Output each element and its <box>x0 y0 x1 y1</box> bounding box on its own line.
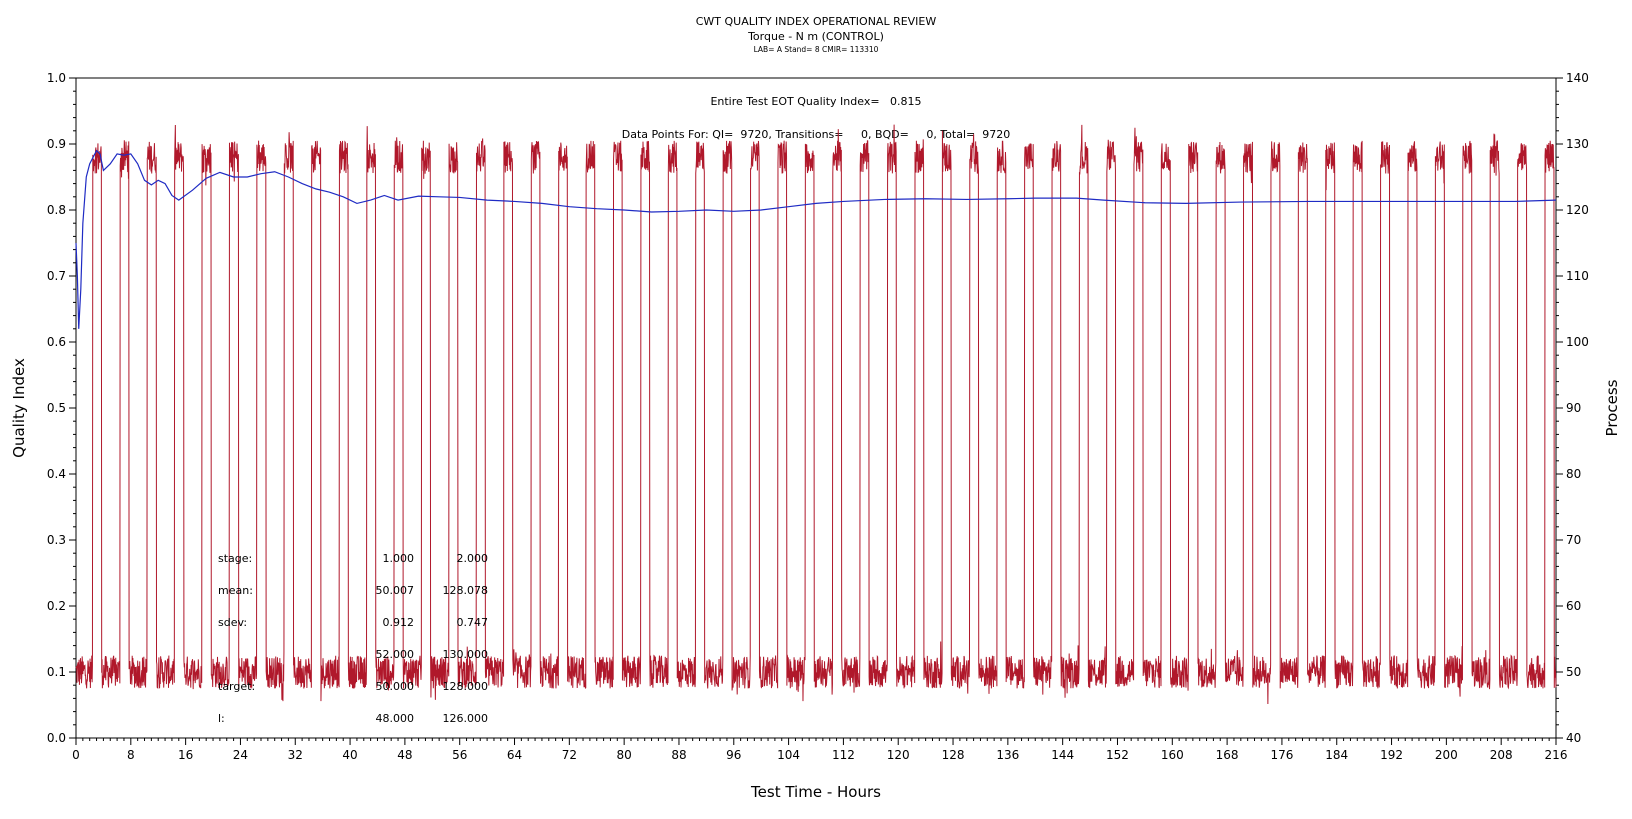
y-right-tick-label: 110 <box>1566 269 1589 283</box>
stats-row-stage2-value: 126.000 <box>443 712 489 725</box>
x-tick-label: 56 <box>452 748 467 762</box>
x-tick-label: 176 <box>1270 748 1293 762</box>
stats-row-stage2-value: 128.000 <box>443 680 489 693</box>
stats-row-stage1-value: 48.000 <box>376 712 415 725</box>
x-tick-label: 136 <box>996 748 1019 762</box>
x-tick-label: 128 <box>942 748 965 762</box>
stats-row-label: target: <box>218 680 255 693</box>
stats-row-stage1-value: 52.000 <box>376 648 415 661</box>
y-left-tick-label: 0.9 <box>47 137 66 151</box>
stats-row-stage2-value: 128.078 <box>443 584 489 597</box>
y-axis-left: 0.0 0.1 0.2 0.3 0.4 0.5 0.6 0.7 0.8 0.9 1.0 <box>47 71 76 745</box>
y-right-tick-label: 40 <box>1566 731 1581 745</box>
chart-title: CWT QUALITY INDEX OPERATIONAL REVIEW <box>696 15 937 28</box>
x-tick-label: 0 <box>72 748 80 762</box>
x-tick-label: 160 <box>1161 748 1184 762</box>
y-right-tick-label: 80 <box>1566 467 1581 481</box>
x-tick-label: 48 <box>397 748 412 762</box>
x-tick-label: 72 <box>562 748 577 762</box>
x-tick-label: 40 <box>342 748 357 762</box>
chart-subtitle: Torque - N m (CONTROL) <box>747 30 884 43</box>
y-left-tick-label: 0.5 <box>47 401 66 415</box>
data-points-annotation: Data Points For: QI= 9720, Transitions= … <box>622 128 1010 141</box>
chart-subtitle-lab: LAB= A Stand= 8 CMIR= 113310 <box>754 45 879 54</box>
x-tick-label: 120 <box>887 748 910 762</box>
x-tick-label: 168 <box>1216 748 1239 762</box>
y-axis-left-title: Quality Index <box>10 358 28 458</box>
process-series-line <box>75 124 1557 705</box>
y-left-tick-label: 0.2 <box>47 599 66 613</box>
y-left-tick-label: 0.1 <box>47 665 66 679</box>
stats-row-label: sdev: <box>218 616 247 629</box>
x-tick-label: 24 <box>233 748 248 762</box>
stats-row-stage2-value: 2.000 <box>457 552 489 565</box>
x-tick-label: 152 <box>1106 748 1129 762</box>
y-left-tick-label: 0.3 <box>47 533 66 547</box>
x-tick-label: 184 <box>1325 748 1348 762</box>
y-left-tick-label: 0.7 <box>47 269 66 283</box>
y-right-tick-label: 60 <box>1566 599 1581 613</box>
plot-frame <box>75 77 1557 739</box>
x-tick-label: 64 <box>507 748 522 762</box>
y-axis-right: 40 50 60 70 80 90 100 110 120 130 140 <box>1556 71 1589 745</box>
y-right-tick-label: 100 <box>1566 335 1589 349</box>
y-right-tick-label: 140 <box>1566 71 1589 85</box>
x-tick-label: 16 <box>178 748 193 762</box>
series-layer <box>75 124 1557 705</box>
quality-index-series-line <box>75 149 1557 329</box>
stats-row-stage2-value: 0.747 <box>457 616 489 629</box>
y-left-tick-label: 0.0 <box>47 731 66 745</box>
y-right-tick-label: 70 <box>1566 533 1581 547</box>
y-right-tick-label: 120 <box>1566 203 1589 217</box>
eot-quality-index-annotation: Entire Test EOT Quality Index= 0.815 <box>710 95 921 108</box>
stats-row-stage2-value: 130.000 <box>443 648 489 661</box>
y-axis-right-title: Process <box>1603 379 1621 436</box>
stats-row-stage1-value: 50.007 <box>376 584 415 597</box>
y-right-tick-label: 90 <box>1566 401 1581 415</box>
x-tick-label: 32 <box>288 748 303 762</box>
stats-row-stage1-value: 50.000 <box>376 680 415 693</box>
y-left-tick-label: 1.0 <box>47 71 66 85</box>
x-tick-label: 88 <box>671 748 686 762</box>
x-tick-label: 96 <box>726 748 741 762</box>
x-tick-label: 208 <box>1490 748 1513 762</box>
x-tick-label: 104 <box>777 748 800 762</box>
x-axis: 0 8 16 24 32 40 48 56 64 72 80 88 96 104 112 120 128 136 1… <box>72 738 1567 762</box>
y-right-tick-label: 50 <box>1566 665 1581 679</box>
y-left-tick-label: 0.6 <box>47 335 66 349</box>
x-tick-label: 144 <box>1051 748 1074 762</box>
stats-row-label: l: <box>218 712 225 725</box>
x-axis-title: Test Time - Hours <box>750 783 881 801</box>
y-left-tick-label: 0.8 <box>47 203 66 217</box>
stats-row-stage1-value: 1.000 <box>383 552 415 565</box>
x-tick-label: 112 <box>832 748 855 762</box>
x-tick-label: 216 <box>1545 748 1568 762</box>
x-tick-label: 80 <box>617 748 632 762</box>
y-right-tick-label: 130 <box>1566 137 1589 151</box>
y-left-tick-label: 0.4 <box>47 467 66 481</box>
x-tick-label: 192 <box>1380 748 1403 762</box>
x-tick-label: 200 <box>1435 748 1458 762</box>
stats-row-stage1-value: 0.912 <box>383 616 415 629</box>
stats-row-label: mean: <box>218 584 253 597</box>
stats-row-label: stage: <box>218 552 252 565</box>
stats-table: stage: 1.000 2.000 mean: 50.007 128.078 sdev: 0… <box>218 552 488 725</box>
x-tick-label: 8 <box>127 748 135 762</box>
